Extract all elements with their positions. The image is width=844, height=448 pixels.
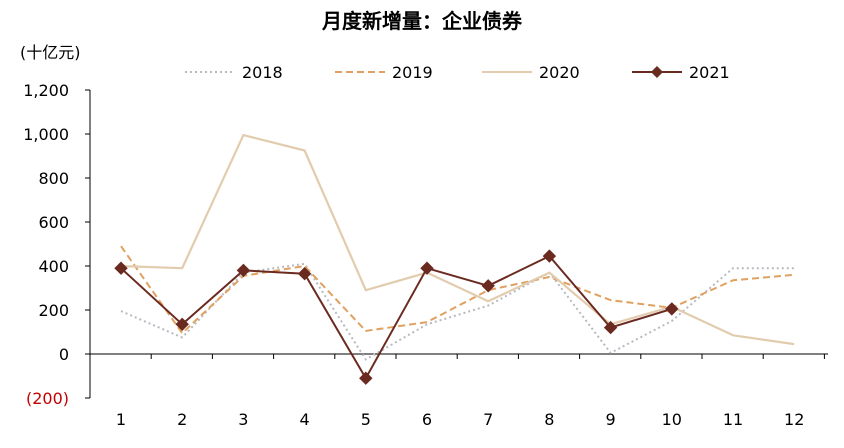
x-tick-label: 11 (723, 410, 743, 429)
y-tick-label: 1,200 (23, 81, 69, 100)
y-tick-label: 0 (59, 345, 69, 364)
data-point-2021 (420, 261, 434, 275)
y-tick-label: 400 (38, 257, 69, 276)
legend-item-2018: 2018 (185, 63, 283, 82)
x-tick-label: 8 (544, 410, 554, 429)
data-point-2021 (297, 266, 312, 281)
data-point-2021 (114, 261, 128, 275)
legend-item-2019: 2019 (335, 63, 433, 82)
legend-label-2019: 2019 (392, 63, 433, 82)
legend: 2018 2019 2020 2021 (185, 63, 730, 82)
x-tick-label: 10 (662, 410, 682, 429)
y-tick-label: 200 (38, 301, 69, 320)
data-point-2021 (603, 320, 618, 335)
series-line-2018 (120, 262, 795, 361)
series-2021 (114, 249, 679, 385)
legend-marker-2021 (651, 66, 663, 78)
legend-label-2020: 2020 (539, 63, 580, 82)
data-point-2021 (175, 317, 189, 332)
y-axis-unit-label: (十亿元) (20, 43, 81, 62)
series-2020 (120, 134, 795, 346)
series-layer (114, 134, 795, 385)
x-tick-label: 3 (238, 410, 248, 429)
legend-item-2021: 2021 (632, 63, 730, 82)
series-line-2020 (120, 134, 795, 346)
series-2018 (120, 262, 795, 361)
y-tick-label: 1,000 (23, 125, 69, 144)
data-point-2021 (359, 371, 373, 385)
x-tick-label: 5 (361, 410, 371, 429)
series-line-2021 (120, 255, 673, 380)
x-tick-label: 12 (784, 410, 804, 429)
y-tick-label: 600 (38, 213, 69, 232)
legend-item-2020: 2020 (482, 63, 580, 82)
legend-label-2018: 2018 (242, 63, 283, 82)
y-tick-label: 800 (38, 169, 69, 188)
x-tick-label: 4 (300, 410, 310, 429)
x-tick-label: 7 (483, 410, 493, 429)
y-tick-label: (200) (26, 389, 69, 408)
x-tick-label: 1 (116, 410, 126, 429)
x-tick-label: 2 (177, 410, 187, 429)
legend-label-2021: 2021 (689, 63, 730, 82)
x-tick-label: 6 (422, 410, 432, 429)
data-point-2021 (481, 279, 495, 293)
series-line-2019 (120, 245, 795, 335)
chart-title: 月度新增量：企业债券 (321, 9, 523, 33)
series-2019 (120, 245, 795, 335)
x-tick-label: 9 (606, 410, 616, 429)
data-point-2021 (665, 302, 679, 316)
data-point-2021 (542, 249, 557, 263)
data-point-2021 (236, 263, 251, 278)
